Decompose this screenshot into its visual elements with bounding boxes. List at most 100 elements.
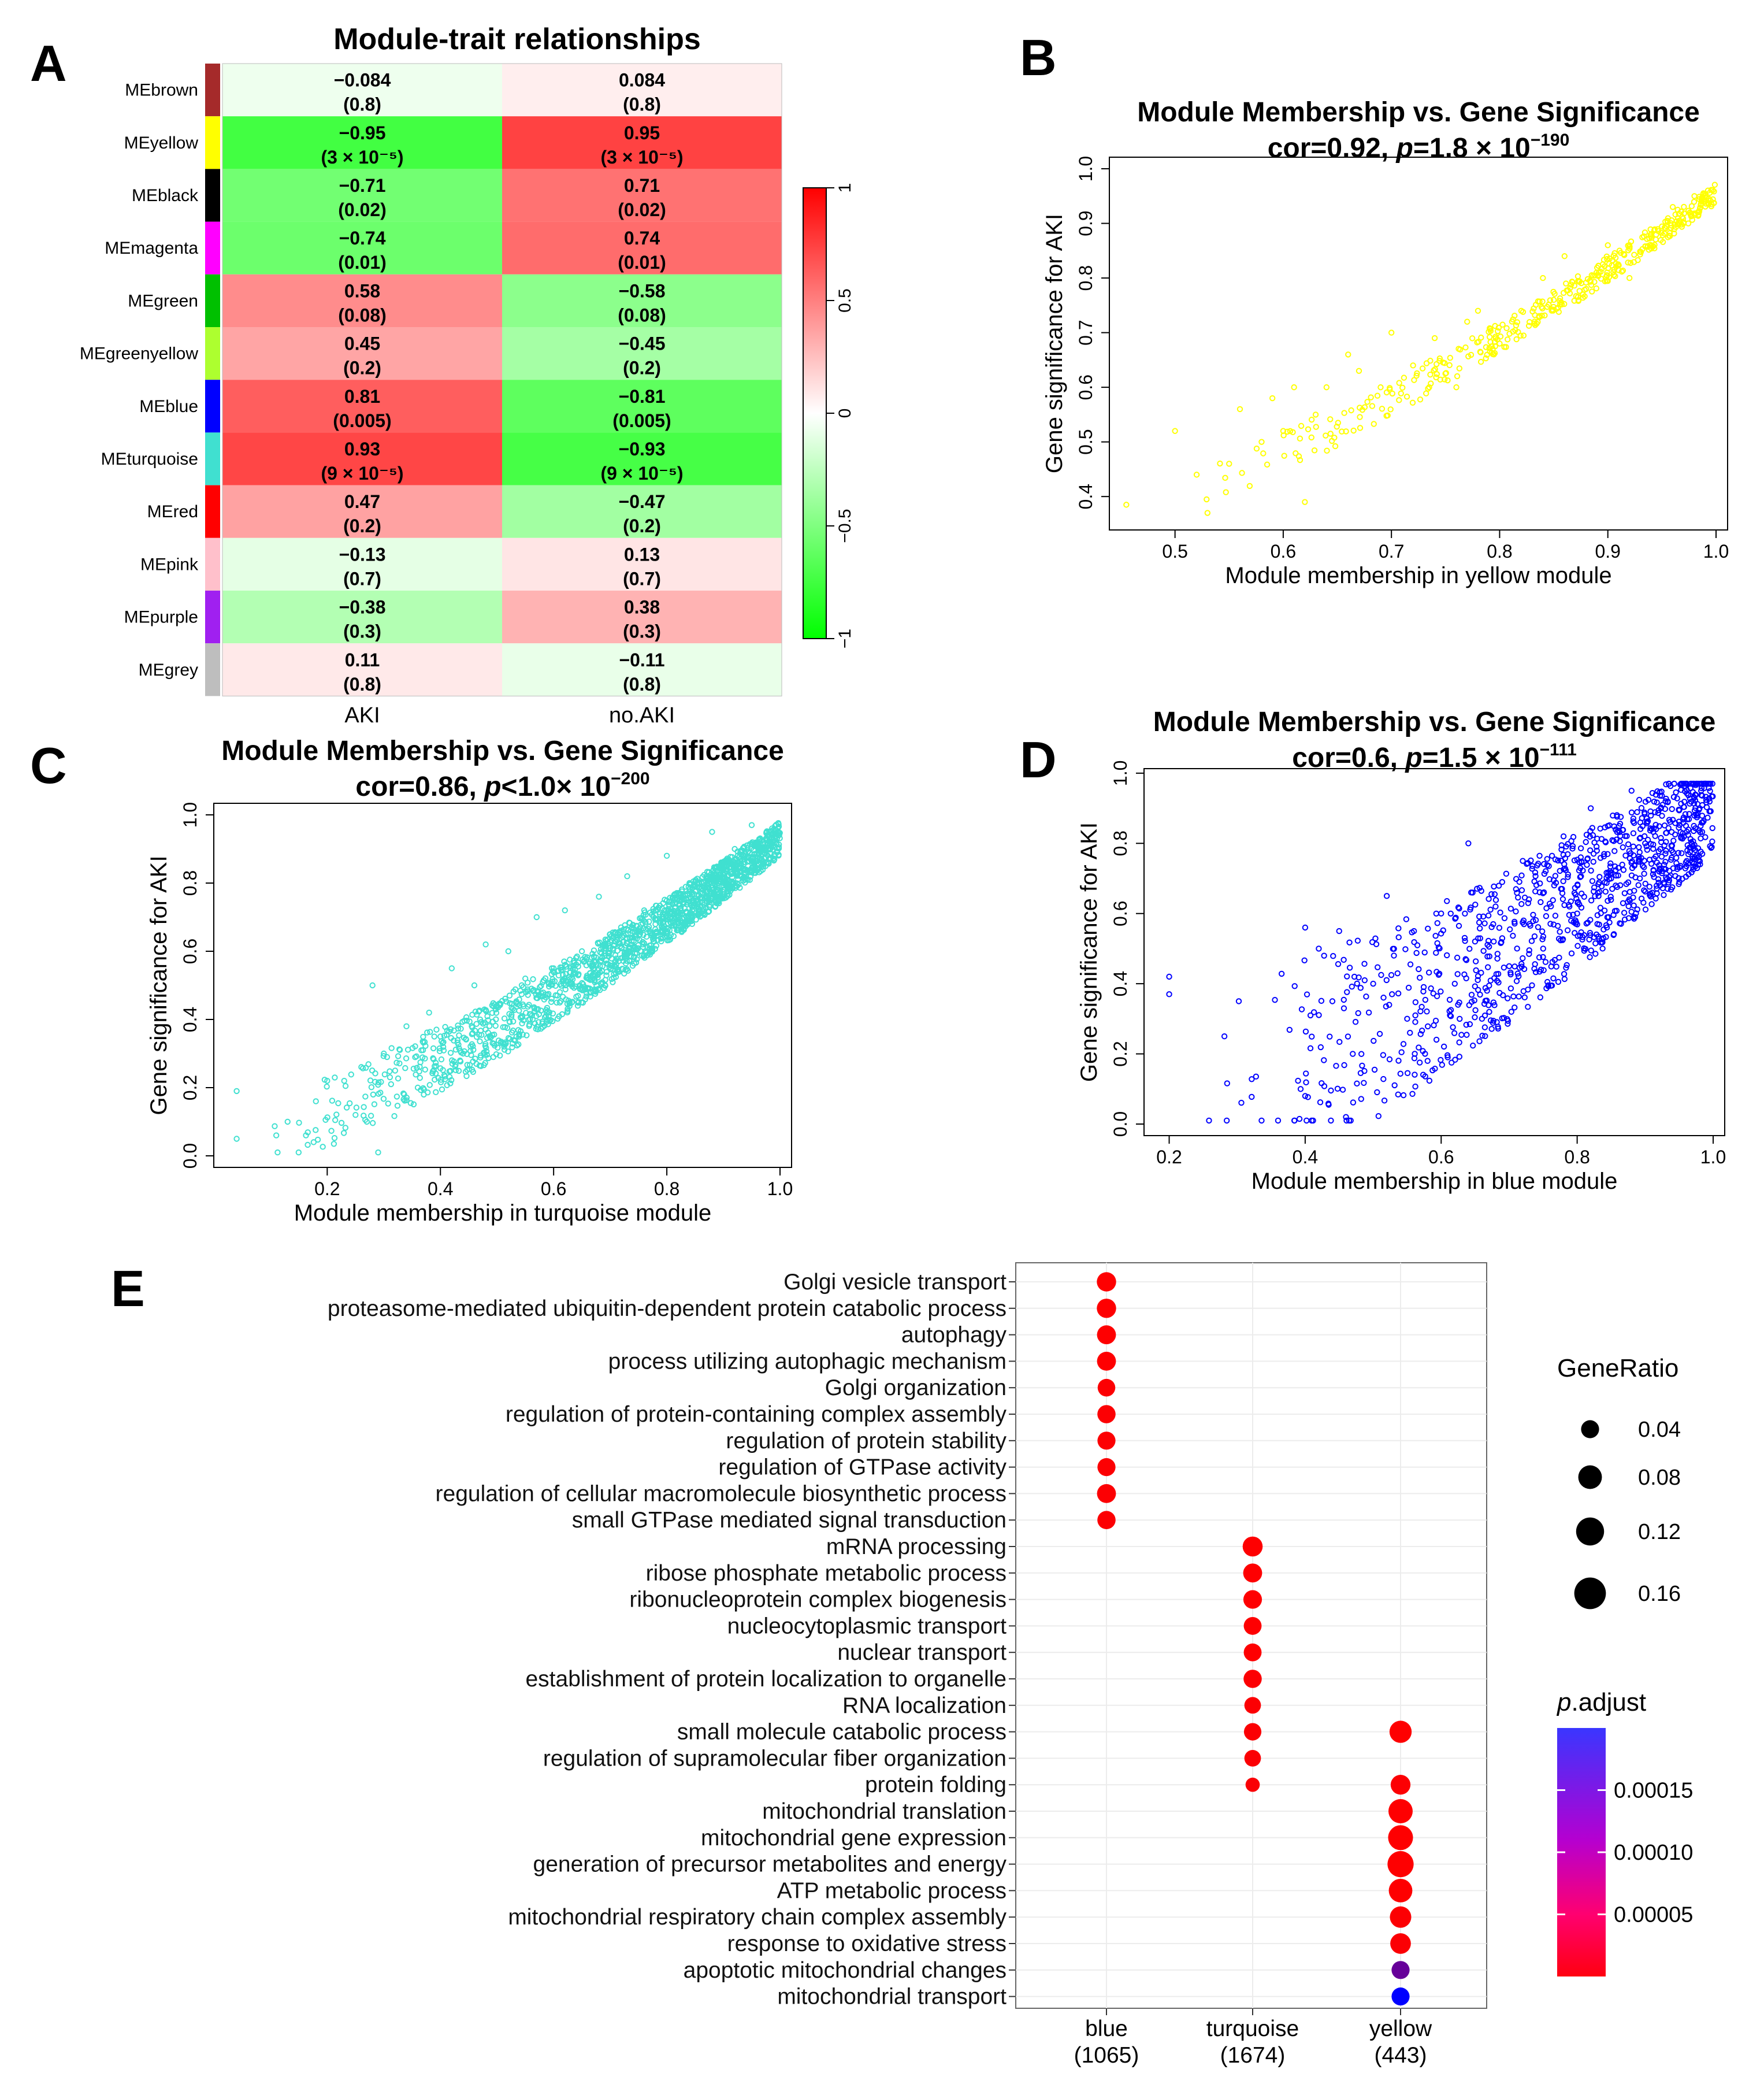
- data-point: [691, 903, 697, 909]
- data-point: [1576, 859, 1583, 866]
- data-point: [1703, 780, 1709, 787]
- data-point: [610, 933, 617, 940]
- data-point: [1421, 949, 1428, 956]
- data-point: [766, 829, 773, 836]
- cell-pvalue: (0.01): [618, 252, 666, 273]
- y-tick-label: 0.4: [180, 1007, 200, 1032]
- data-point: [490, 1054, 497, 1060]
- data-point: [1639, 863, 1646, 869]
- data-point: [1454, 954, 1461, 961]
- data-point: [506, 1018, 513, 1025]
- data-point: [552, 992, 559, 999]
- data-point: [1305, 1094, 1311, 1100]
- data-point: [1603, 253, 1610, 260]
- data-point: [1670, 793, 1677, 800]
- data-point: [1560, 878, 1566, 884]
- panel-label-d: D: [1020, 731, 1057, 788]
- data-point: [1313, 424, 1319, 430]
- data-point: [402, 1065, 408, 1071]
- data-point: [541, 1014, 548, 1021]
- data-point: [1486, 333, 1493, 340]
- x-axis-label: Module membership in yellow module: [1225, 563, 1611, 588]
- data-point: [1684, 842, 1691, 848]
- data-point: [613, 955, 619, 962]
- data-point: [1325, 1100, 1332, 1107]
- data-point: [1520, 919, 1526, 926]
- data-point: [686, 915, 693, 922]
- data-point: [1327, 416, 1334, 422]
- data-point: [433, 1089, 439, 1096]
- data-point: [766, 856, 772, 862]
- data-point: [1487, 348, 1493, 355]
- data-point: [1508, 1008, 1514, 1015]
- data-point: [1645, 796, 1652, 803]
- data-point: [1647, 825, 1654, 832]
- data-point: [1654, 799, 1660, 806]
- data-point: [387, 1074, 393, 1081]
- data-point: [1302, 924, 1309, 931]
- heatmap-cell: [502, 591, 782, 644]
- data-point: [467, 1048, 474, 1054]
- cell-pvalue: (0.08): [618, 305, 666, 325]
- data-point: [567, 976, 573, 982]
- colorbar-gradient: [803, 187, 827, 639]
- data-point: [1615, 865, 1622, 871]
- data-point: [487, 1033, 493, 1040]
- data-point: [526, 1023, 532, 1029]
- data-point: [629, 962, 636, 969]
- data-point: [1258, 439, 1265, 445]
- data-point: [1539, 298, 1546, 305]
- data-point: [1457, 1015, 1463, 1022]
- heatmap-cell: [222, 591, 502, 644]
- data-point: [477, 1038, 483, 1045]
- data-point: [1538, 899, 1544, 906]
- term-label: generation of precursor metabolites and …: [533, 1852, 1007, 1877]
- data-point: [1535, 924, 1542, 930]
- data-point: [599, 967, 605, 974]
- data-point: [1456, 1054, 1463, 1060]
- data-point: [1613, 882, 1619, 889]
- data-point: [324, 1083, 330, 1090]
- data-point: [1559, 936, 1566, 943]
- data-point: [1305, 426, 1312, 432]
- data-point: [1525, 322, 1532, 329]
- data-point: [1432, 366, 1438, 373]
- data-point: [1349, 983, 1355, 990]
- data-point: [1423, 390, 1429, 396]
- data-point: [1447, 355, 1453, 361]
- data-point: [1217, 460, 1223, 467]
- data-point: [1544, 978, 1551, 985]
- data-point: [1260, 450, 1267, 457]
- cell-pvalue: (0.7): [623, 568, 661, 589]
- data-point: [1368, 394, 1374, 400]
- data-point: [561, 958, 567, 965]
- cell-value: 0.47: [344, 491, 380, 512]
- data-point: [490, 1000, 496, 1007]
- data-point: [762, 836, 769, 843]
- data-point: [1451, 1030, 1458, 1036]
- data-point: [1303, 991, 1310, 997]
- data-point: [1357, 1070, 1364, 1076]
- data-point: [1350, 1099, 1357, 1106]
- scatter-subtitle: cor=0.92, p=1.8 × 10−190: [1268, 131, 1570, 164]
- data-point: [1455, 922, 1462, 929]
- enrichment-dot: [1390, 1933, 1411, 1954]
- data-point: [1668, 856, 1674, 863]
- data-point: [1641, 864, 1647, 870]
- data-point: [1409, 1091, 1416, 1097]
- data-point: [1553, 880, 1559, 886]
- data-point: [692, 879, 699, 885]
- data-point: [1662, 850, 1669, 857]
- data-point: [1510, 993, 1517, 1000]
- data-point: [1539, 928, 1546, 934]
- data-point: [1278, 970, 1285, 977]
- row-color-MEturquoise: [205, 432, 220, 485]
- data-point: [1316, 1012, 1322, 1018]
- term-label: small molecule catabolic process: [677, 1720, 1007, 1745]
- enrichment-dot: [1097, 1272, 1116, 1292]
- data-point: [1204, 496, 1210, 503]
- data-point: [1436, 945, 1443, 952]
- data-point: [658, 938, 664, 944]
- data-point: [483, 1044, 489, 1051]
- data-point: [1469, 335, 1476, 342]
